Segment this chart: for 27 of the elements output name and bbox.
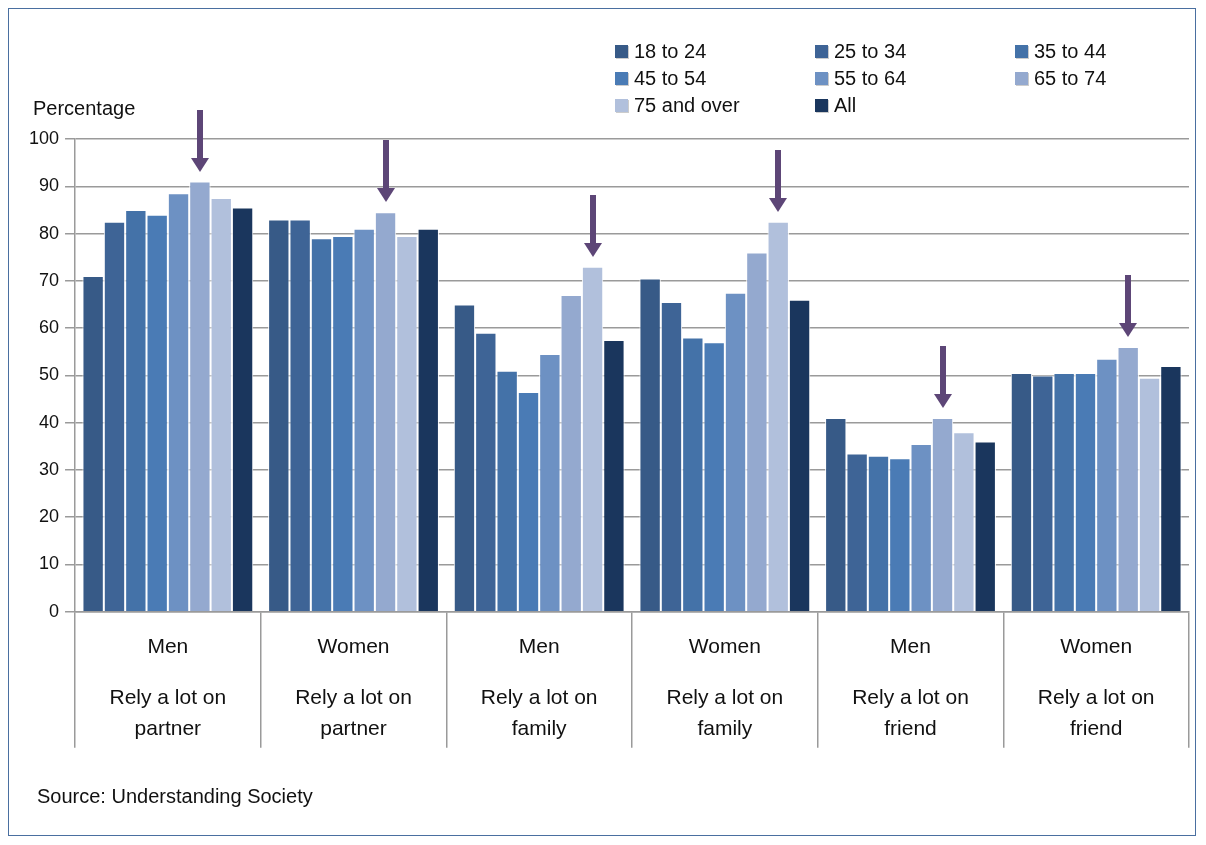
y-tick-label: 90 [39, 175, 60, 196]
y-tick-label: 70 [39, 269, 60, 290]
legend-label: 65 to 74 [1034, 66, 1107, 90]
source-note: Source: Understanding Society [37, 785, 313, 808]
y-tick-label: 100 [28, 127, 60, 148]
legend-label: 18 to 24 [634, 39, 707, 63]
y-tick-label: 80 [39, 222, 60, 243]
legend-label: All [834, 93, 857, 117]
category-label: Women Rely a lot on partner [295, 633, 412, 739]
y-tick-label: 40 [39, 411, 60, 432]
y-tick-label: 60 [39, 317, 60, 338]
y-tick-label: 20 [39, 506, 60, 527]
legend-label: 75 and over [634, 93, 740, 117]
y-tick-label: 50 [39, 364, 60, 385]
category-label: Men Rely a lot on family [480, 633, 598, 739]
y-axis-title: Percentage [33, 97, 136, 120]
legend-label: 55 to 64 [834, 66, 907, 90]
y-tick-label: 10 [39, 553, 60, 574]
y-tick-label: 30 [39, 458, 60, 479]
category-label: Men Rely a lot on partner [109, 633, 227, 739]
category-label: Women Rely a lot on family [666, 633, 784, 739]
legend-label: 25 to 34 [834, 39, 907, 63]
legend-label: 35 to 44 [1034, 39, 1107, 63]
category-label: Men Rely a lot on friend [852, 633, 969, 739]
category-label: Women Rely a lot on friend [1037, 633, 1155, 739]
y-tick-label: 0 [49, 600, 60, 621]
legend-label: 45 to 54 [634, 66, 707, 90]
